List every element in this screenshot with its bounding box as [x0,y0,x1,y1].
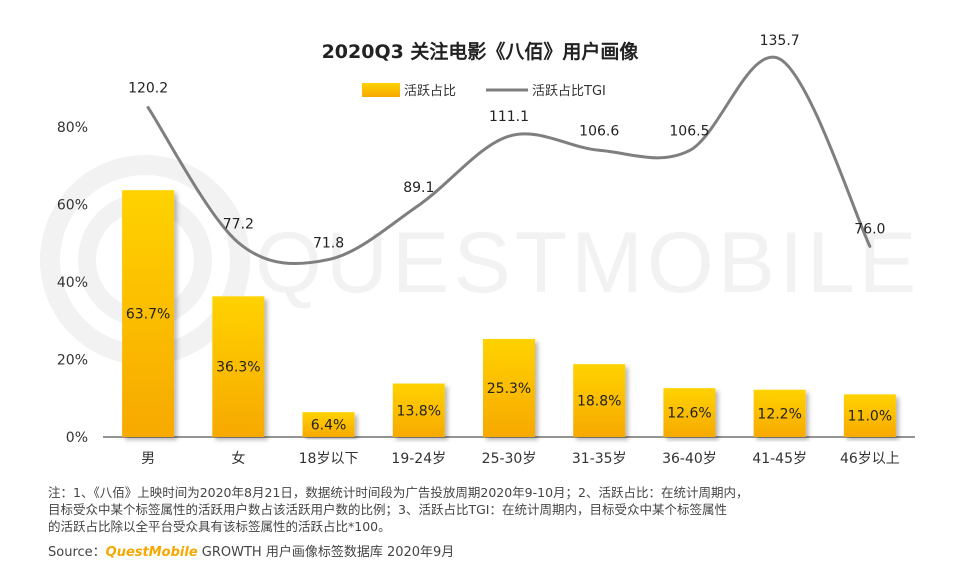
footnote-line-3: 的活跃占比除以全平台受众具有该标签属性的活跃占比*100。 [48,519,391,534]
tgi-value-label: 120.2 [128,81,168,97]
tgi-value-label: 71.8 [313,236,344,252]
bar-series [122,190,896,437]
x-tick-label: 46岁以上 [840,451,900,467]
y-tick-label: 80% [57,120,88,136]
x-tick-label: 31-35岁 [572,451,627,467]
x-tick-label: 25-30岁 [482,451,537,467]
legend-bar-label: 活跃占比 [404,84,456,99]
chart-title: 2020Q3 关注电影《八佰》用户画像 [322,40,640,63]
tgi-series [146,55,872,266]
bar-value-label: 36.3% [216,360,260,376]
footnote: 注：1、《八佰》上映时间为2020年8月21日，数据统计时间段为广告投放周期20… [48,484,928,535]
tgi-value-label: 135.7 [760,33,800,49]
legend-line-label: 活跃占比TGI [532,84,606,99]
bar [212,296,265,437]
bar-value-label: 12.2% [757,406,801,422]
x-tick-label: 18岁以下 [299,451,359,467]
bar-value-label: 6.4% [311,418,347,434]
tgi-value-label: 76.0 [854,221,885,237]
tgi-value-label: 77.2 [223,217,254,233]
x-tick-label: 男 [141,451,155,467]
y-tick-label: 20% [57,353,88,369]
tgi-value-label: 89.1 [403,180,434,196]
bar-value-label: 13.8% [397,403,441,419]
y-tick-label: 60% [57,198,88,214]
tgi-value-label: 106.6 [579,123,619,139]
bar-value-label: 11.0% [848,409,892,425]
source-text: GROWTH 用户画像标签数据库 2020年9月 [201,545,455,560]
watermark: QUESTMOBILE [40,155,920,365]
bar-value-label: 63.7% [126,307,170,323]
data-labels: 63.7% 36.3% 6.4% 13.8% 25.3% 18.8% 12.6% 12.2% 1… [126,33,892,434]
legend-bar-swatch [362,83,400,97]
y-tick-label: 40% [57,275,88,291]
tgi-value-label: 111.1 [489,109,529,125]
x-tick-label: 女 [231,450,245,467]
bar [573,364,626,437]
bar [843,394,896,437]
bar-value-label: 25.3% [487,381,531,397]
bar [663,388,716,437]
bar [483,338,535,437]
x-tick-label: 41-45岁 [752,451,807,467]
bar [302,412,355,437]
x-tick-label: 36-40岁 [662,451,717,467]
bar-value-label: 12.6% [667,406,711,422]
bar [753,389,806,437]
y-tick-label: 0% [66,430,88,446]
footnote-line-2: 目标受众中某个标签属性的活跃用户数占该活跃用户数的比例；3、活跃占比TGI：在统… [48,502,727,517]
source-label: Source： [48,545,106,560]
chart-svg: QUESTMOBILE 2020Q3 关注电影《八佰》用户画像 活跃占比 活跃占… [40,33,920,467]
source-brand: QuestMobile [105,545,198,560]
bar [392,383,445,437]
tgi-value-label: 106.5 [669,124,709,140]
bar [122,190,175,437]
bar-value-label: 18.8% [577,394,621,410]
watermark-text: QUESTMOBILE [255,215,920,311]
x-tick-label: 19-24岁 [391,451,446,467]
source-line: Source：QuestMobile GROWTH 用户画像标签数据库 2020… [48,541,454,560]
footnote-line-1: 注：1、《八佰》上映时间为2020年8月21日，数据统计时间段为广告投放周期20… [48,485,749,500]
legend: 活跃占比 活跃占比TGI [362,83,606,99]
